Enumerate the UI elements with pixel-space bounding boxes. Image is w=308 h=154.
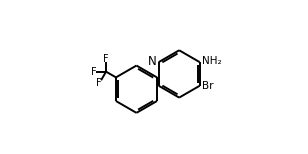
Text: F: F xyxy=(103,54,109,64)
Text: F: F xyxy=(91,67,96,77)
Text: N: N xyxy=(148,55,157,68)
Text: F: F xyxy=(96,78,102,88)
Text: NH₂: NH₂ xyxy=(202,56,221,66)
Text: Br: Br xyxy=(202,81,213,91)
